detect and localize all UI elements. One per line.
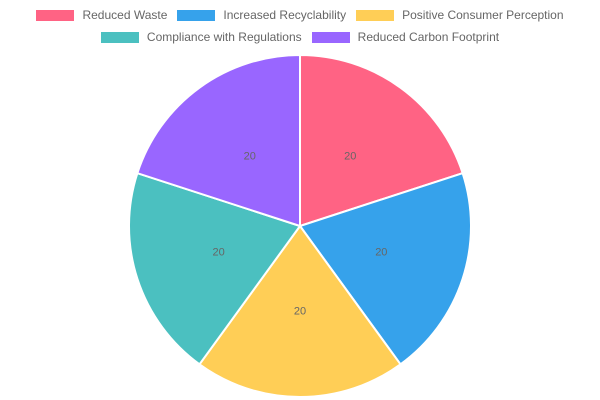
legend-item[interactable]: Reduced Waste xyxy=(36,8,167,22)
pie-slice xyxy=(198,224,402,398)
legend-item[interactable]: Compliance with Regulations xyxy=(100,30,302,44)
data-label: 20 xyxy=(375,246,387,258)
pie-slice xyxy=(299,53,464,228)
legend-label: Compliance with Regulations xyxy=(146,30,302,44)
data-label: 20 xyxy=(294,305,306,317)
pie-slice xyxy=(136,53,301,228)
legend-swatch xyxy=(100,31,139,43)
legend-label: Reduced Carbon Footprint xyxy=(357,30,500,44)
legend-label: Positive Consumer Perception xyxy=(402,8,564,22)
legend: Reduced Waste Increased Recyclability Posi… xyxy=(20,8,580,44)
data-label: 20 xyxy=(244,151,256,163)
legend-item[interactable]: Reduced Carbon Footprint xyxy=(311,30,500,44)
pie-slice xyxy=(128,171,302,366)
legend-item[interactable]: Positive Consumer Perception xyxy=(356,8,564,22)
data-label: 20 xyxy=(344,151,356,163)
legend-item[interactable]: Increased Recyclability xyxy=(177,8,346,22)
legend-swatch xyxy=(36,9,75,21)
pie-slice xyxy=(298,171,472,366)
legend-swatch xyxy=(311,31,350,43)
data-label: 20 xyxy=(213,246,225,258)
legend-swatch xyxy=(177,9,216,21)
legend-swatch xyxy=(356,9,395,21)
legend-label: Increased Recyclability xyxy=(223,8,347,22)
legend-label: Reduced Waste xyxy=(82,8,168,22)
